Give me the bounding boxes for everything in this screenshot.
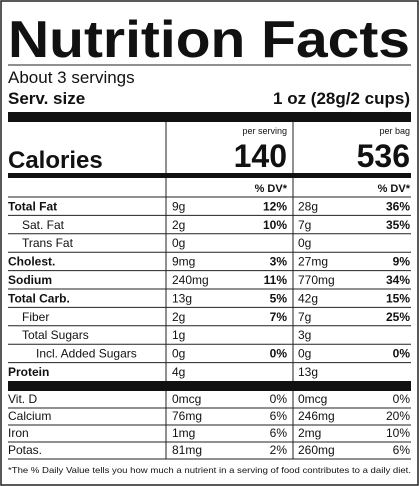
daily-value: 20% xyxy=(386,409,410,423)
daily-value: 6% xyxy=(270,426,288,440)
amount: 240mg xyxy=(172,273,209,287)
nutrient-name: Incl. Added Sugars xyxy=(36,347,137,361)
daily-value: 35% xyxy=(386,218,410,232)
nutrient-name: Fiber xyxy=(22,310,49,324)
amount: 9g xyxy=(172,199,185,213)
amount: 13g xyxy=(172,291,192,305)
daily-value: 0% xyxy=(270,392,288,406)
nutrient-name: Cholest. xyxy=(8,255,55,269)
amount: 76mg xyxy=(172,409,202,423)
nutrient-name: Sodium xyxy=(8,273,52,287)
daily-value: 10% xyxy=(386,426,410,440)
calories-bag: 536 xyxy=(357,138,410,174)
daily-value: 0% xyxy=(270,347,288,361)
daily-value: 9% xyxy=(393,255,411,269)
daily-value: 36% xyxy=(386,199,410,213)
serving-size-label: Serv. size xyxy=(8,89,85,108)
amount: 0g xyxy=(172,347,185,361)
daily-value: 15% xyxy=(386,291,410,305)
amount: 0g xyxy=(298,347,311,361)
amount: 246mg xyxy=(298,409,335,423)
amount: 2mg xyxy=(298,426,321,440)
per-bag-label: per bag xyxy=(379,126,410,136)
daily-value: 0% xyxy=(393,392,411,406)
nutrient-name: Total Sugars xyxy=(22,328,89,342)
nutrient-name: Iron xyxy=(8,426,29,440)
serving-size-value: 1 oz (28g/2 cups) xyxy=(273,89,410,108)
amount: 2g xyxy=(172,310,185,324)
amount: 7g xyxy=(298,310,311,324)
daily-value: 6% xyxy=(393,443,411,457)
calories-serving: 140 xyxy=(234,138,287,174)
nutrient-name: Calcium xyxy=(8,409,51,423)
medium-bar xyxy=(8,173,411,178)
per-serving-label: per serving xyxy=(242,126,287,136)
amount: 1g xyxy=(172,328,185,342)
daily-value: 25% xyxy=(386,310,410,324)
amount: 42g xyxy=(298,291,318,305)
amount: 770mg xyxy=(298,273,335,287)
calories-label: Calories xyxy=(8,147,103,174)
daily-value: 10% xyxy=(263,218,287,232)
amount: 27mg xyxy=(298,255,328,269)
daily-value: 34% xyxy=(386,273,410,287)
daily-value: 11% xyxy=(264,273,288,287)
amount: 81mg xyxy=(172,443,202,457)
amount: 0mcg xyxy=(172,392,201,406)
amount: 28g xyxy=(298,199,318,213)
daily-value: 0% xyxy=(393,347,411,361)
amount: 1mg xyxy=(172,426,195,440)
daily-value: 6% xyxy=(270,409,288,423)
title: Nutrition Facts xyxy=(8,11,410,69)
footnote: *The % Daily Value tells you how much a … xyxy=(8,465,411,475)
amount: 13g xyxy=(298,365,318,379)
nutrient-name: Total Carb. xyxy=(8,291,70,305)
nutrient-name: Total Fat xyxy=(8,199,57,213)
servings: About 3 servings xyxy=(8,68,135,87)
nutrient-name: Trans Fat xyxy=(22,236,74,250)
amount: 0g xyxy=(298,236,311,250)
rows: Total Fat 9g 12% 28g 36% Sat. Fat 2g 10% 7g 35% Tr… xyxy=(8,199,411,460)
daily-value: 12% xyxy=(263,199,287,213)
nutrient-name: Vit. D xyxy=(8,392,37,406)
daily-value: 5% xyxy=(270,291,288,305)
amount: 2g xyxy=(172,218,185,232)
nutrient-name: Protein xyxy=(8,365,49,379)
nutrient-name: Potas. xyxy=(8,443,42,457)
amount: 260mg xyxy=(298,443,335,457)
daily-value: 7% xyxy=(270,310,288,324)
amount: 0mcg xyxy=(298,392,327,406)
dv-header: % DV* xyxy=(255,183,288,195)
daily-value: 3% xyxy=(270,255,288,269)
amount: 4g xyxy=(172,365,185,379)
amount: 3g xyxy=(298,328,311,342)
thick-bar xyxy=(8,381,411,391)
amount: 9mg xyxy=(172,255,195,269)
thick-bar xyxy=(8,112,411,122)
daily-value: 2% xyxy=(270,443,288,457)
dv-header: % DV* xyxy=(378,183,411,195)
amount: 0g xyxy=(172,236,185,250)
amount: 7g xyxy=(298,218,311,232)
nutrient-name: Sat. Fat xyxy=(22,218,65,232)
